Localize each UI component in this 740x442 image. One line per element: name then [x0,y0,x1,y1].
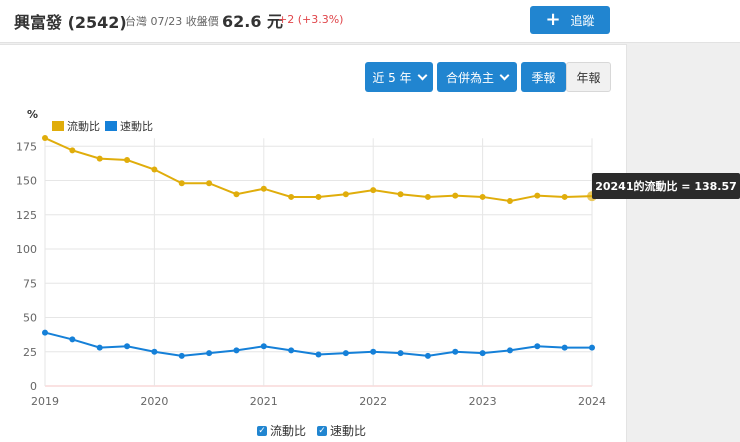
quick-ratio-point [506,347,513,354]
stock-name: 興富發 (2542) [14,13,127,32]
track-button[interactable]: + 追蹤 [530,6,610,34]
legend-toggle-label: 流動比 [270,424,307,438]
quick-ratio-point [561,344,568,351]
legend-toggle-label: 速動比 [330,424,367,438]
quick-ratio-point [206,350,213,357]
quarterly-tab[interactable]: 季報 [521,62,566,92]
quick-ratio-point [260,343,267,350]
quick-ratio-point [479,350,486,357]
current-ratio-point [561,193,568,200]
x-tick-label: 2020 [140,395,168,408]
quick-ratio-point [42,329,48,336]
data-tooltip: 20241的流動比 = 138.57 [592,173,740,199]
y-tick-label: 150 [16,175,37,188]
legend-label: 速動比 [120,119,153,133]
y-tick-label: 125 [16,209,37,222]
plus-icon: + [545,9,561,30]
ratio-line-chart: 0 25 50 75 100 125 150 175% 2019 2020 2021 2022 2023… [16,108,606,408]
quick-ratio-point [342,350,349,357]
y-tick-label: 0 [30,380,37,393]
quick-ratio-point [178,352,185,359]
checkbox-checked-icon: ✓ [257,425,267,436]
legend-label: 流動比 [67,119,100,133]
period-dropdown-label: 近 5 年 [372,70,412,85]
current-ratio-point [479,193,486,200]
x-tick-label: 2019 [31,395,59,408]
legend-toggle-quick-ratio[interactable]: ✓ 速動比 [317,422,366,439]
quick-ratio-point [370,348,377,355]
current-ratio-point [151,166,158,173]
current-ratio-point [342,191,349,198]
quick-ratio-point [96,344,103,351]
quick-ratio-point [151,348,158,355]
current-ratio-point [315,193,322,200]
current-ratio-point [96,155,103,162]
y-tick-label: 100 [16,243,37,256]
quick-ratio-point [124,343,131,350]
scope-dropdown[interactable]: 合併為主 [437,62,517,92]
closing-price: 62.6 元 [222,12,284,31]
y-tick-label: 50 [23,312,37,325]
current-ratio-point [206,180,213,187]
current-ratio-point [506,198,513,205]
quick-ratio-point [424,352,431,359]
current-ratio-point [69,147,76,154]
y-tick-label: 175 [16,140,37,153]
track-button-label: 追蹤 [570,13,595,28]
current-ratio-point [178,180,185,187]
current-ratio-point [288,193,295,200]
x-tick-label: 2022 [359,395,387,408]
x-tick-label: 2021 [250,395,278,408]
checkbox-checked-icon: ✓ [317,425,327,436]
y-tick-label: 75 [23,277,37,290]
current-ratio-point [534,192,541,199]
quick-ratio-point [589,344,595,351]
legend-swatch [105,121,117,131]
quick-ratio-point [69,336,76,343]
current-ratio-point [397,191,404,198]
quick-ratio-point [452,348,459,355]
current-ratio-point [42,135,48,142]
quick-ratio-point [233,347,240,354]
period-dropdown[interactable]: 近 5 年 [365,62,433,92]
quick-ratio-point [315,351,322,358]
chart-panel: 近 5 年 合併為主 季報 年報 [0,44,627,442]
x-tick-label: 2024 [578,395,606,408]
y-axis-label: % [27,108,38,121]
current-ratio-point [424,193,431,200]
quick-ratio-point [288,347,295,354]
price-change: +2 (+3.3%) [278,13,344,26]
current-ratio-point [452,192,459,199]
current-ratio-series-line [44,137,593,203]
legend-toggle-current-ratio[interactable]: ✓ 流動比 [257,422,306,439]
current-ratio-point [124,156,131,163]
x-tick-label: 2023 [469,395,497,408]
y-tick-label: 25 [23,346,37,359]
current-ratio-point [260,185,267,192]
quick-ratio-point [397,350,404,357]
scope-dropdown-label: 合併為主 [445,70,494,85]
current-ratio-point [233,191,240,198]
stock-header: 興富發 (2542) 台灣 07/23 收盤價 62.6 元 +2 (+3.3%… [0,0,740,43]
current-ratio-point [370,187,377,194]
exchange-date: 台灣 07/23 收盤價 [125,15,219,28]
quick-ratio-point [534,343,541,350]
legend-swatch [52,121,64,131]
annual-tab[interactable]: 年報 [566,62,611,92]
